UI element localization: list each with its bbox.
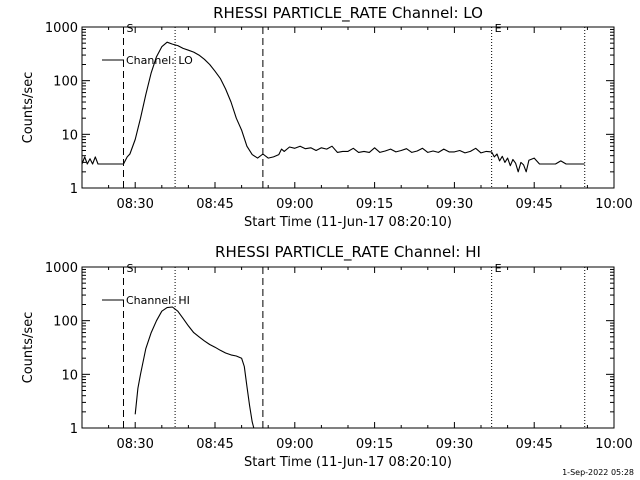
- y-tick-label: 1: [70, 182, 78, 197]
- x-tick-label: 08:45: [196, 437, 233, 452]
- y-tick-label: 1: [70, 422, 78, 437]
- x-tick-label: 09:00: [276, 197, 313, 212]
- legend-label: Channel: LO: [126, 54, 193, 67]
- data-series-line: [81, 41, 585, 173]
- y-tick-label: 1000: [45, 21, 78, 36]
- chart-title: RHESSI PARTICLE_RATE Channel: HI: [215, 243, 481, 262]
- x-tick-label: 09:15: [356, 437, 393, 452]
- chart-title: RHESSI PARTICLE_RATE Channel: LO: [213, 4, 483, 23]
- x-tick-label: 09:30: [436, 437, 473, 452]
- event-marker-label: S: [126, 262, 133, 275]
- x-tick-label: 10:00: [595, 437, 632, 452]
- chart-panel-lo: RHESSI PARTICLE_RATE Channel: LO Start Ti…: [21, 4, 633, 230]
- y-tick-label: 10: [61, 368, 78, 383]
- chart-panel-hi: RHESSI PARTICLE_RATE Channel: HI Start Ti…: [21, 243, 633, 470]
- event-marker-label: E: [495, 262, 502, 275]
- x-axis-label: Start Time (11-Jun-17 08:20:10): [244, 455, 452, 470]
- event-marker-label: E: [495, 22, 502, 35]
- y-tick-label: 100: [53, 75, 78, 90]
- x-tick-label: 09:30: [436, 197, 473, 212]
- data-series-line: [134, 306, 255, 429]
- y-axis-label: Counts/sec: [21, 312, 36, 384]
- y-tick-label: 1000: [45, 261, 78, 276]
- x-tick-label: 09:45: [515, 437, 552, 452]
- x-tick-label: 09:00: [276, 437, 313, 452]
- x-axis-label: Start Time (11-Jun-17 08:20:10): [244, 215, 452, 230]
- x-tick-label: 10:00: [595, 197, 632, 212]
- x-tick-label: 09:15: [356, 197, 393, 212]
- x-tick-label: 08:45: [196, 197, 233, 212]
- y-tick-label: 10: [61, 128, 78, 143]
- event-marker-label: S: [126, 22, 133, 35]
- x-tick-label: 09:45: [515, 197, 552, 212]
- x-tick-label: 08:30: [116, 197, 153, 212]
- footer-timestamp: 1-Sep-2022 05:28: [562, 468, 634, 477]
- plot-frame: [81, 26, 615, 189]
- legend-label: Channel: HI: [126, 294, 190, 307]
- y-axis-label: Counts/sec: [21, 72, 36, 144]
- plot-frame: [81, 266, 615, 429]
- y-tick-label: 100: [53, 315, 78, 330]
- x-tick-label: 08:30: [116, 437, 153, 452]
